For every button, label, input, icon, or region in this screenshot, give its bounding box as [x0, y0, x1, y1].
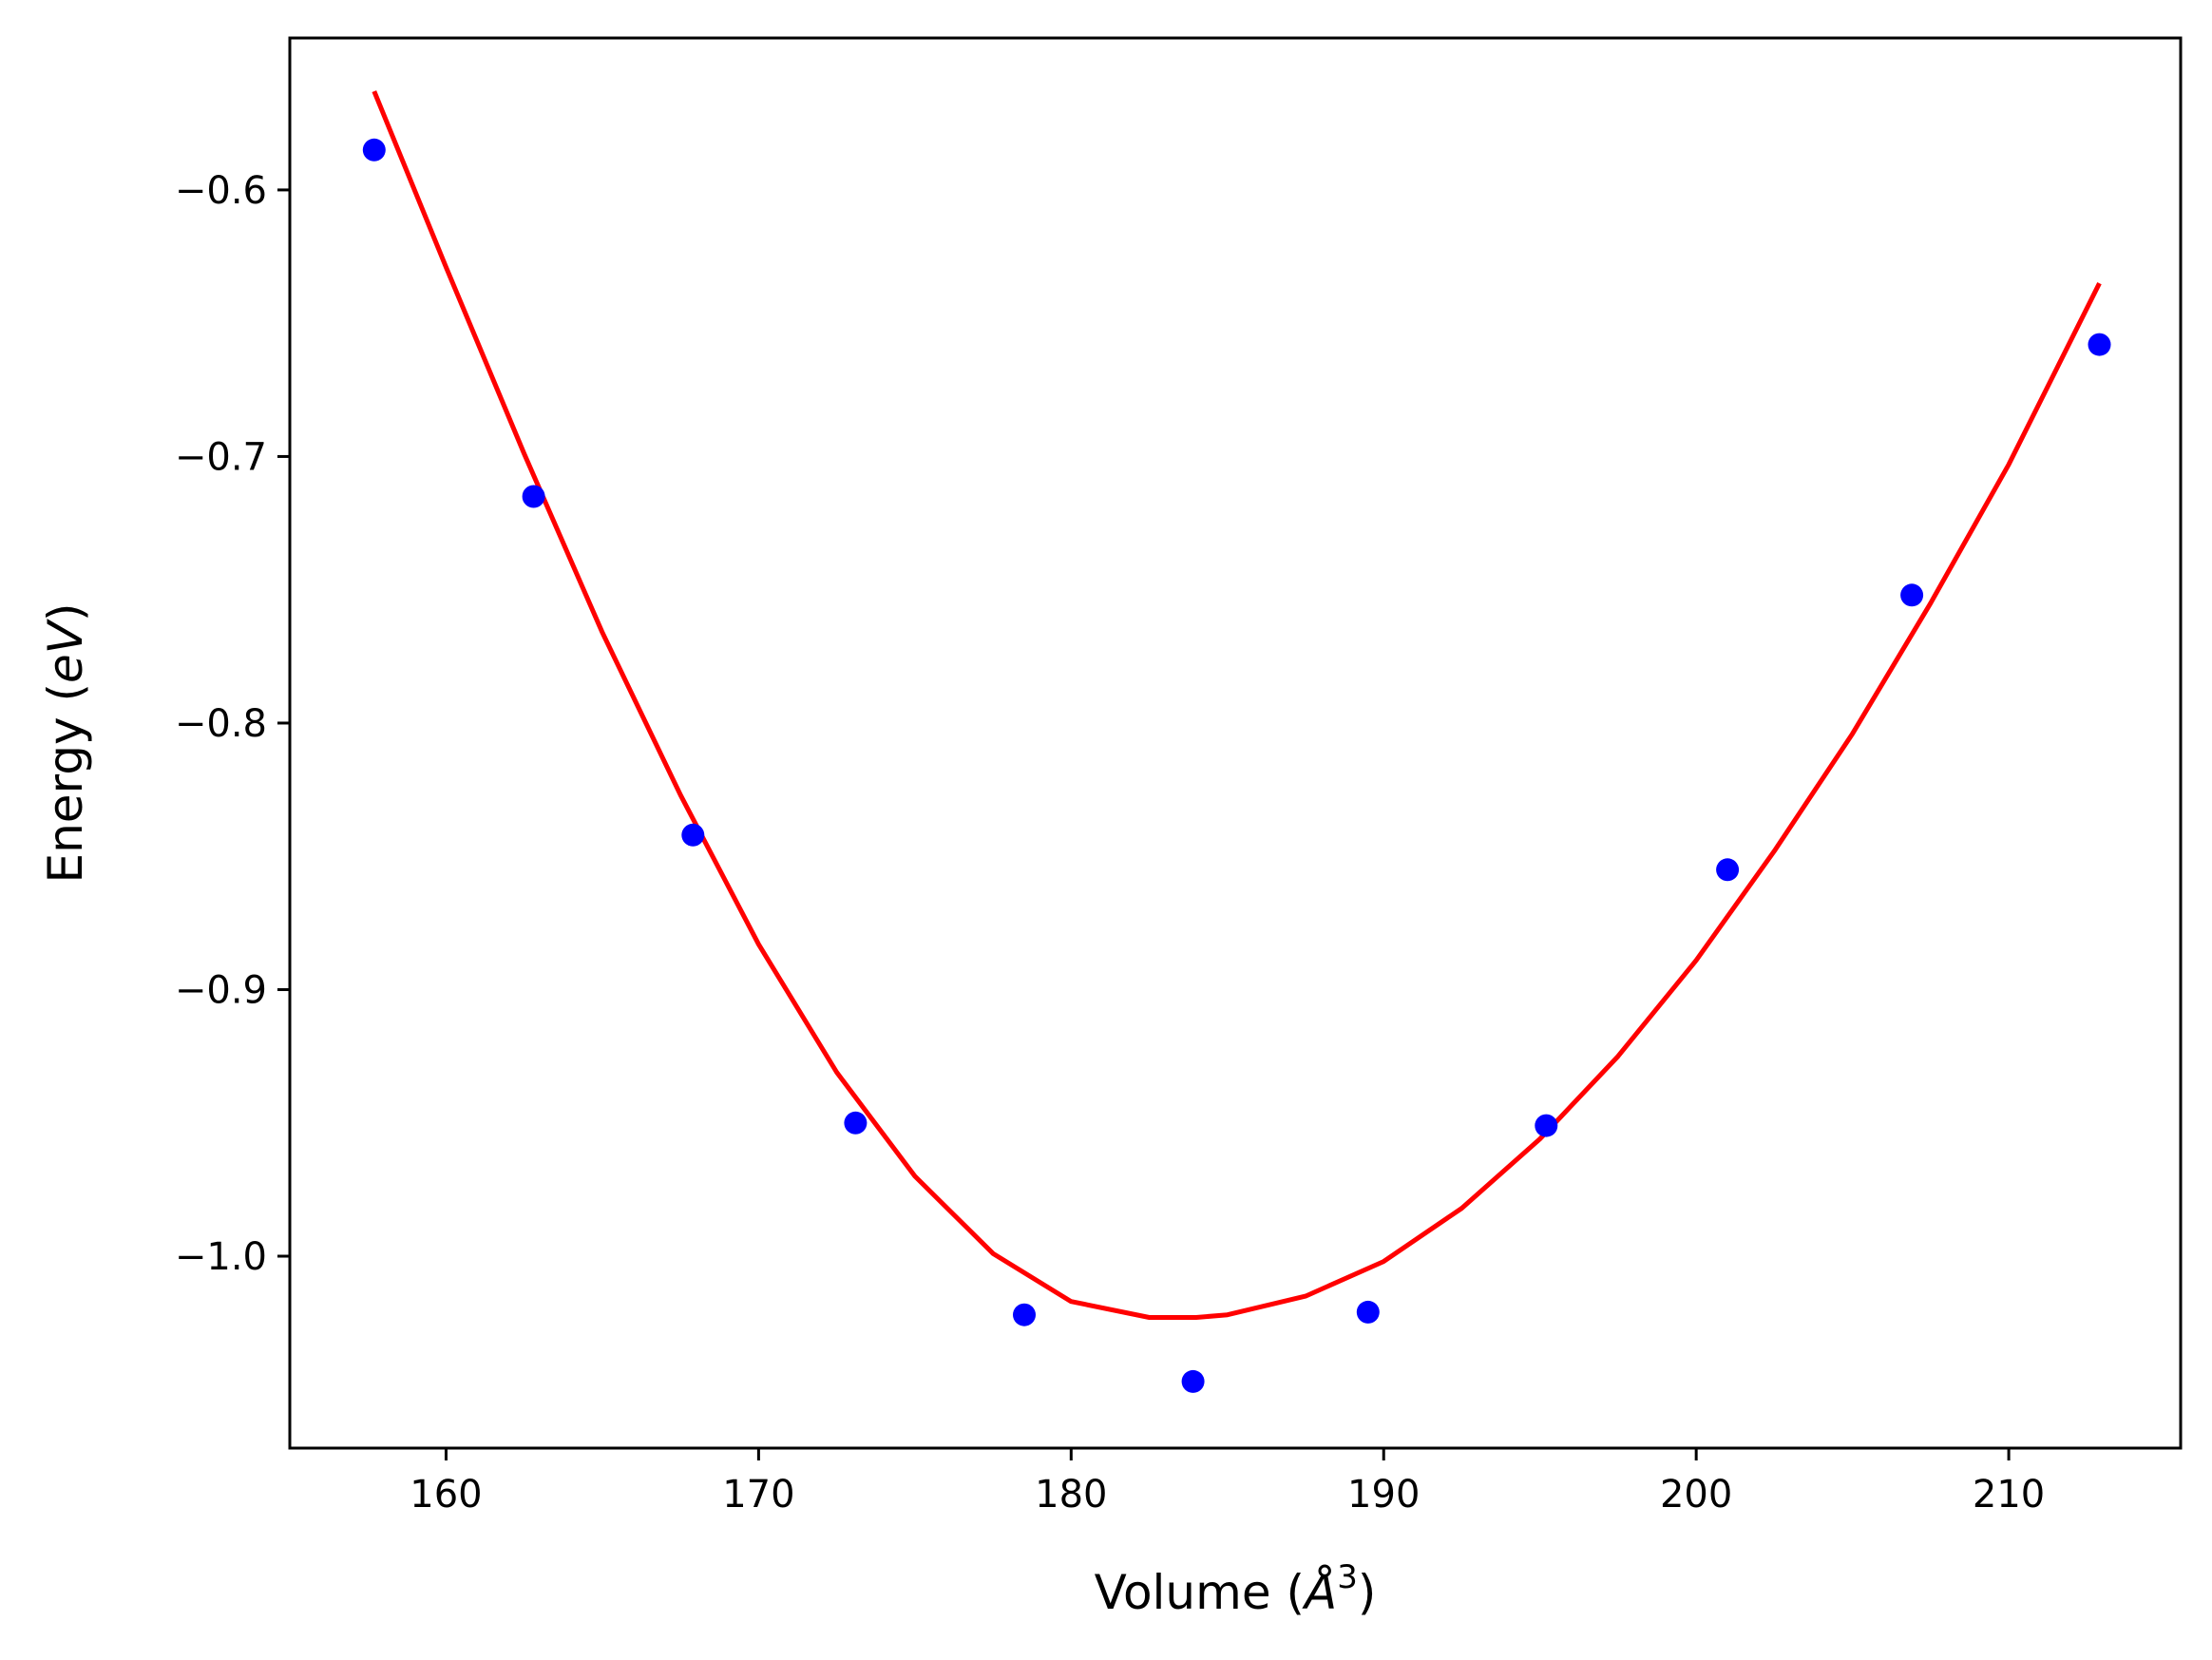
plot-area	[362, 90, 2111, 1393]
data-point	[681, 823, 705, 847]
data-point	[1716, 858, 1740, 882]
x-tick-label: 200	[1660, 1473, 1732, 1517]
y-tick-label: −0.8	[175, 702, 267, 746]
x-tick-label: 180	[1035, 1473, 1107, 1517]
y-axis-title-prefix: Energy (	[38, 683, 93, 883]
data-point	[1181, 1369, 1205, 1393]
data-point	[2088, 333, 2111, 356]
y-axis-title-suffix: )	[38, 603, 93, 622]
y-tick-label: −0.9	[175, 968, 267, 1012]
x-axis-title-exponent: 3	[1337, 1558, 1358, 1596]
y-axis-title-unit: eV	[38, 618, 93, 683]
x-axis-ticks: 160 170 180 190 200 210	[410, 1448, 2045, 1517]
y-axis-title: Energy (eV)	[38, 603, 93, 884]
fit-curve	[372, 90, 2102, 1320]
data-point	[362, 138, 386, 162]
data-point	[1535, 1114, 1558, 1137]
x-axis-title-prefix: Volume (	[1095, 1565, 1305, 1620]
y-tick-label: −0.7	[175, 435, 267, 479]
x-tick-label: 160	[410, 1473, 482, 1517]
data-point	[1356, 1300, 1380, 1324]
axes-frame	[288, 36, 2183, 1450]
x-tick-label: 170	[722, 1473, 794, 1517]
x-tick-label: 190	[1347, 1473, 1420, 1517]
y-tick-label: −0.6	[175, 169, 267, 213]
data-point	[844, 1111, 868, 1135]
data-point	[522, 485, 545, 508]
x-tick-label: 210	[1973, 1473, 2045, 1517]
x-axis-title-symbol: Å	[1302, 1565, 1337, 1620]
x-axis-title: Volume (Å3)	[1095, 1558, 1377, 1620]
y-tick-label: −1.0	[175, 1235, 267, 1279]
y-axis-ticks: −0.6 −0.7 −0.8 −0.9 −1.0	[175, 169, 290, 1279]
data-point	[1013, 1303, 1036, 1326]
x-axis-title-suffix: )	[1358, 1565, 1377, 1620]
data-point	[1900, 583, 1924, 607]
